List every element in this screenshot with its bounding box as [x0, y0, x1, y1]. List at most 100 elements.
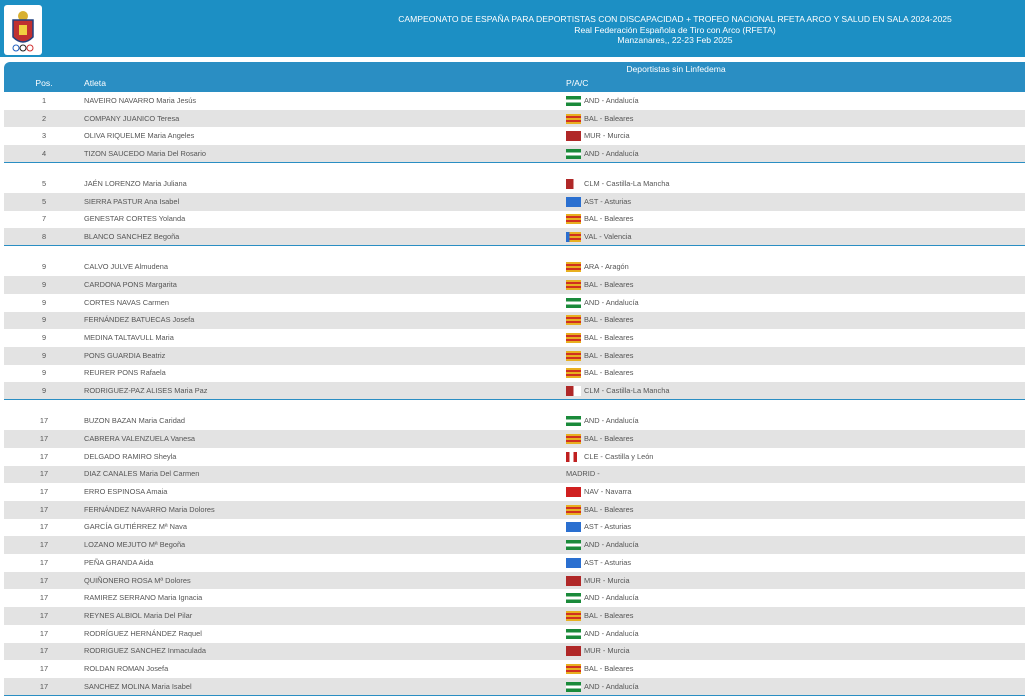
column-header: Pos. [35, 78, 53, 88]
flag-icon [566, 148, 581, 159]
athlete-name: TIZON SAUCEDO Maria Del Rosario [84, 148, 206, 158]
position: 17 [39, 593, 49, 603]
table-row: 17 SANCHEZ MOLINA Maria Isabel AND - Andal… [4, 677, 1025, 696]
position: 17 [39, 610, 49, 620]
position: 17 [39, 416, 49, 426]
region: AND - Andalucía [584, 416, 639, 426]
flag-icon [566, 487, 581, 498]
flag-icon [566, 350, 581, 361]
athlete-name: DELGADO RAMIRO Sheyla [84, 451, 177, 461]
flag-icon [566, 540, 581, 551]
position: 5 [41, 179, 47, 189]
region: MUR - Murcia [584, 575, 630, 585]
region: VAL - Valencia [584, 232, 632, 242]
column-header: P/A/C [566, 78, 589, 88]
position: 17 [39, 557, 49, 567]
header-line: CAMPEONATO DE ESPAÑA PARA DEPORTISTAS CO… [398, 14, 952, 24]
flag-icon [566, 333, 581, 344]
column-header: Atleta [84, 78, 106, 88]
athlete-name: RAMIREZ SERRANO Maria Ignacia [84, 593, 203, 603]
region: MUR - Murcia [584, 131, 630, 141]
region: BAL - Baleares [584, 113, 634, 123]
flag-icon [566, 214, 581, 225]
table-row: 17 LOZANO MEJUTO Mª Begoña AND - Andalucía [4, 536, 1025, 554]
flag-icon [566, 557, 581, 568]
region: BAL - Baleares [584, 350, 634, 360]
region: BAL - Baleares [584, 433, 634, 443]
table-row: 9 RODRIGUEZ-PAZ ALISES Maria Paz CLM - Cas… [4, 382, 1025, 400]
table-row: 17 RODRÍGUEZ HERNÁNDEZ Raquel AND - Andalu… [4, 624, 1025, 643]
table-row: 9 CALVO JULVE Almudena ARA - Aragón [4, 258, 1025, 277]
position: 9 [41, 368, 47, 378]
table-row: 17 RODRIGUEZ SANCHEZ Inmaculada MUR - Murc… [4, 642, 1025, 661]
athlete-name: FERNÁNDEZ NAVARRO Maria Dolores [84, 504, 215, 514]
flag-icon [566, 522, 581, 533]
flag-icon [566, 575, 581, 586]
flag-icon [566, 451, 581, 462]
table-row: 17 RAMIREZ SERRANO Maria Ignacia AND - And… [4, 589, 1025, 608]
athlete-name: GENESTAR CORTES Yolanda [84, 214, 186, 224]
athlete-name: FERNÁNDEZ BATUECAS Josefa [84, 315, 195, 325]
table-row: 9 REURER PONS Rafaela BAL - Baleares [4, 364, 1025, 383]
flag-icon [566, 386, 581, 397]
flag-icon [566, 131, 581, 142]
athlete-name: SANCHEZ MOLINA Maria Isabel [84, 681, 192, 691]
flag-icon [566, 315, 581, 326]
region: CLE - Castilla y León [584, 451, 654, 461]
region: AND - Andalucía [584, 593, 639, 603]
flag-icon [566, 179, 581, 190]
region: AND - Andalucía [584, 95, 639, 105]
athlete-name: CORTES NAVAS Carmen [84, 297, 170, 307]
region: AST - Asturias [584, 196, 632, 206]
position: 5 [41, 196, 47, 206]
position: 8 [41, 232, 47, 242]
flag-icon [566, 232, 581, 243]
region: BAL - Baleares [584, 368, 634, 378]
flag-icon [566, 279, 581, 290]
athlete-name: GARCÍA GUTIÉRREZ Mª Nava [84, 522, 187, 532]
athlete-name: JAÉN LORENZO Maria Juliana [84, 179, 187, 189]
table-row: 17 GARCÍA GUTIÉRREZ Mª Nava AST - Asturias [4, 518, 1025, 537]
region: BAL - Baleares [584, 279, 634, 289]
position: 17 [39, 522, 49, 532]
athlete-name: ROLDAN ROMAN Josefa [84, 664, 169, 674]
athlete-name: OLIVA RIQUELME Maria Angeles [84, 131, 195, 141]
flag-icon [566, 433, 581, 444]
region: BAL - Baleares [584, 504, 634, 514]
position: 17 [39, 628, 49, 638]
athlete-name: SIERRA PASTUR Ana Isabel [84, 196, 180, 206]
athlete-name: RODRÍGUEZ HERNÁNDEZ Raquel [84, 628, 202, 638]
table-row: 9 MEDINA TALTAVULL Maria BAL - Baleares [4, 329, 1025, 347]
table-row: 8 BLANCO SANCHEZ Begoña VAL - Valencia [4, 228, 1025, 246]
flag-icon [566, 646, 581, 657]
position: 17 [39, 469, 49, 479]
flag-icon [566, 368, 581, 379]
position: 17 [39, 487, 49, 497]
table-row: 9 PONS GUARDIA Beatriz BAL - Baleares [4, 346, 1025, 365]
table-row: 9 CARDONA PONS Margarita BAL - Baleares [4, 276, 1025, 294]
region: AND - Andalucía [584, 628, 639, 638]
flag-icon [566, 113, 581, 124]
region: CLM - Castilla-La Mancha [584, 179, 670, 189]
table-row: 3 OLIVA RIQUELME Maria Angeles MUR - Murci… [4, 127, 1025, 146]
position: 9 [41, 333, 47, 343]
position: 4 [41, 148, 47, 158]
athlete-name: COMPANY JUANICO Teresa [84, 113, 180, 123]
position: 17 [39, 433, 49, 443]
flag-icon [566, 196, 581, 207]
logo [4, 5, 42, 55]
table-row: 17 DELGADO RAMIRO Sheyla CLE - Castilla y … [4, 447, 1025, 466]
position: 17 [39, 681, 49, 691]
table-row: 1 NAVEIRO NAVARRO Maria Jesús AND - Andalu… [4, 92, 1025, 110]
region: AST - Asturias [584, 557, 632, 567]
table-row: 7 GENESTAR CORTES Yolanda BAL - Baleares [4, 210, 1025, 229]
flag-icon [566, 297, 581, 308]
position: 9 [41, 315, 47, 325]
athlete-name: REYNES ALBIOL Maria Del Pilar [84, 610, 193, 620]
table-row: 17 PEÑA GRANDA Aida AST - Asturias [4, 554, 1025, 572]
region: AND - Andalucía [584, 297, 639, 307]
table-row: 17 QUIÑONERO ROSA Mª Dolores MUR - Murcia [4, 571, 1025, 590]
flag-icon [566, 628, 581, 639]
table-row: 17 CABRERA VALENZUELA Vanesa BAL - Baleare… [4, 430, 1025, 448]
